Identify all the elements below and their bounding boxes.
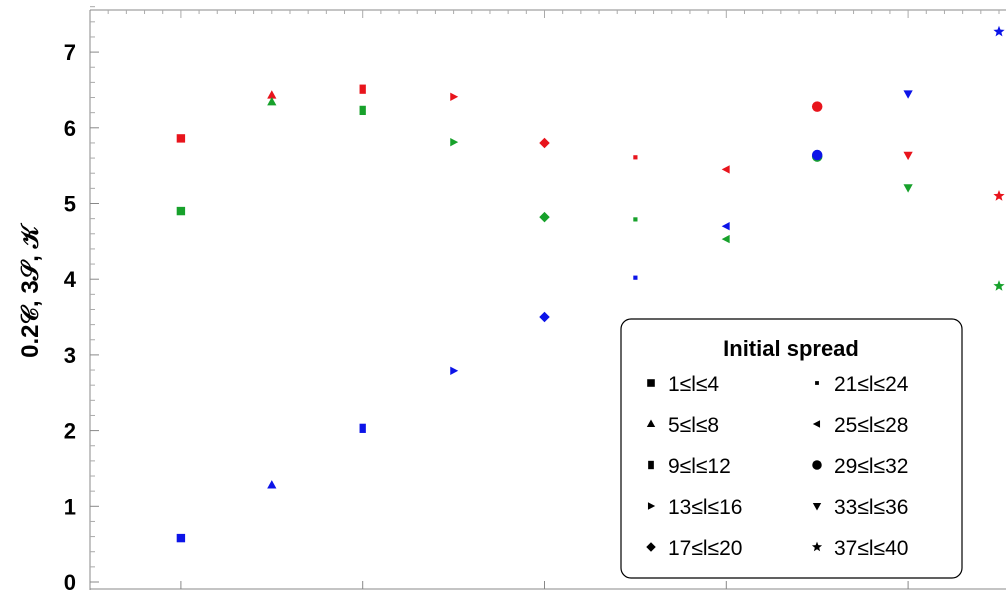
point-blue-8: [811, 149, 823, 161]
point-green-1: [176, 206, 186, 216]
point-green-7: [721, 234, 730, 244]
point-blue-7: [721, 222, 730, 231]
point-green-10: [993, 280, 1005, 291]
point-red-5: [539, 137, 550, 149]
point-red-10: [993, 190, 1005, 201]
y-tick-label: 4: [64, 267, 77, 292]
legend-marker-1: [647, 379, 655, 387]
legend-marker-4: [647, 502, 656, 510]
legend-entry-9: 33≤l≤36: [834, 496, 908, 519]
point-red-8: [811, 101, 823, 112]
y-tick-label: 3: [64, 343, 76, 368]
y-tick-label: 2: [64, 419, 76, 444]
point-blue-4: [450, 366, 459, 375]
point-red-9: [903, 151, 913, 161]
legend-box: [620, 318, 963, 579]
point-green-4: [450, 137, 459, 147]
legend-entry-8: 29≤l≤32: [834, 455, 908, 478]
point-red-3: [359, 84, 366, 94]
legend-entry-1: 1≤l≤4: [668, 373, 719, 396]
legend-items: 1≤l≤4 5≤l≤8 9≤l≤12 13≤l≤16 17≤l≤20 21≤l≤24 25≤…: [646, 373, 909, 560]
point-blue-9: [903, 90, 913, 99]
point-red-1: [176, 134, 186, 143]
legend-marker-9: [812, 502, 822, 511]
legend-entry-10: 37≤l≤40: [834, 537, 908, 560]
y-tick-label: 5: [64, 192, 76, 217]
point-blue-2: [267, 480, 277, 489]
axes: 0 1 2 3 4 5 6 7: [64, 6, 1006, 591]
y-tick-label: 7: [64, 40, 76, 65]
y-tick-label: 6: [64, 116, 76, 141]
point-green-9: [903, 184, 913, 193]
y-axis-label: 0.2𝒞, 3𝒮, 𝒦: [17, 222, 44, 357]
point-green-3: [359, 105, 366, 116]
legend-marker-6: [815, 381, 819, 385]
y-tick-label: 1: [64, 494, 76, 519]
point-red-7: [721, 165, 730, 174]
y-tick-label: 0: [64, 570, 76, 591]
legend-entry-4: 13≤l≤16: [668, 496, 742, 519]
point-green-5: [539, 211, 550, 223]
legend-entry-7: 25≤l≤28: [834, 414, 908, 437]
legend-entry-5: 17≤l≤20: [668, 537, 742, 560]
legend-marker-3: [648, 460, 654, 470]
legend-marker-8: [812, 460, 822, 470]
legend-entry-2: 5≤l≤8: [668, 414, 719, 437]
point-red-6: [633, 155, 638, 160]
point-red-2: [267, 90, 277, 99]
legend-marker-10: [811, 541, 823, 552]
point-blue-10: [993, 25, 1005, 37]
point-blue-6: [633, 275, 638, 280]
point-green-2: [267, 97, 277, 106]
legend: Initial spread 1≤l≤4 5≤l≤8 9≤l≤12 13≤l≤16 17…: [620, 318, 963, 579]
legend-title: Initial spread: [723, 336, 859, 361]
point-blue-3: [359, 423, 366, 433]
legend-entry-3: 9≤l≤12: [668, 455, 731, 478]
legend-entry-6: 21≤l≤24: [834, 373, 909, 396]
legend-marker-2: [646, 419, 656, 428]
data-points: [176, 25, 1005, 543]
point-blue-5: [539, 311, 550, 323]
point-red-4: [450, 92, 459, 101]
legend-marker-5: [646, 542, 656, 552]
point-green-6: [633, 217, 638, 222]
point-blue-1: [176, 533, 186, 543]
legend-marker-7: [812, 420, 821, 428]
